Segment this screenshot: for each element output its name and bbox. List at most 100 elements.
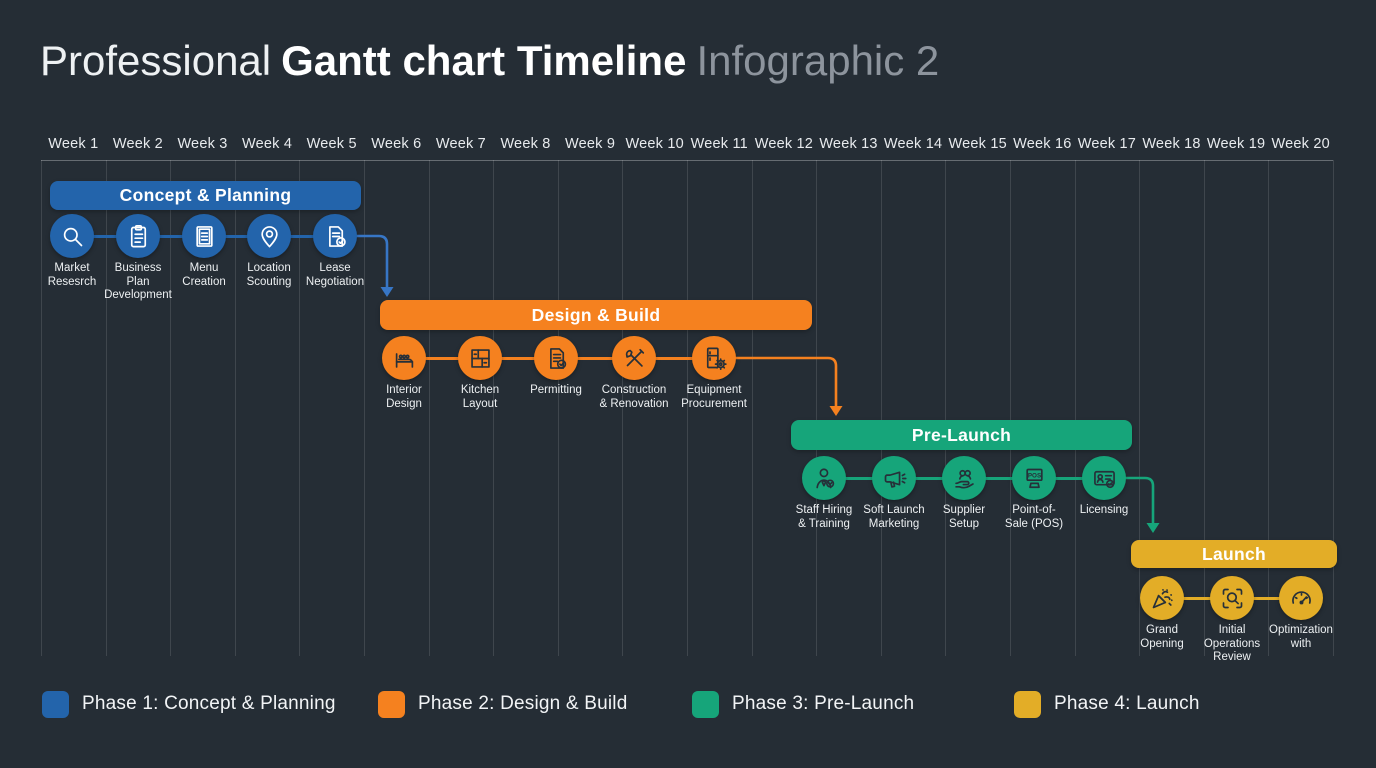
grid-line <box>170 160 172 656</box>
task-label: Supplier Setup <box>914 504 1014 531</box>
task-label: Licensing <box>1054 504 1154 518</box>
contract-icon <box>322 223 349 250</box>
grid-line <box>945 160 947 656</box>
task-label-line: Setup <box>948 517 980 530</box>
legend-label: Phase 3: Pre-Launch <box>732 693 915 714</box>
fridge-gear-icon <box>701 345 728 372</box>
week-label: Week 18 <box>1142 136 1201 152</box>
legend-swatch <box>1014 690 1041 718</box>
task-label-line: Supplier <box>942 504 986 516</box>
page-title: Professional Gantt chart Timeline Infograp… <box>40 36 939 86</box>
phase-bar-launch: Launch <box>1131 540 1337 568</box>
task-label-line: Design <box>386 397 422 410</box>
task-label: Construction & Renovation <box>584 384 684 411</box>
task-label-line: Soft Launch <box>863 504 925 516</box>
legend-item: Phase 1: Concept & Planning <box>42 690 336 718</box>
map-pin-icon <box>256 223 283 250</box>
task-label: Market Resesrch <box>22 262 122 289</box>
week-label: Week 9 <box>565 136 616 152</box>
menu-card-icon <box>191 223 218 250</box>
party-popper-icon <box>1149 585 1176 612</box>
task-circle <box>50 214 94 258</box>
task-circle <box>1140 576 1184 620</box>
task-label-line: Optimization <box>1269 624 1333 636</box>
grid-line <box>364 160 365 656</box>
task-label-line: Business <box>114 262 162 274</box>
grid-line <box>1268 160 1270 656</box>
week-label: Week 14 <box>883 136 943 152</box>
task-label-line: Interior <box>386 384 422 396</box>
phase-title: Launch <box>1201 543 1267 564</box>
grid-line <box>105 160 107 656</box>
task-label-line: Negotiation <box>305 275 365 288</box>
week-label: Week 6 <box>371 136 422 152</box>
task-circle <box>1210 576 1254 620</box>
week-label: Week 8 <box>500 136 551 152</box>
grid-line <box>428 160 430 656</box>
task-label: Lease Negotiation <box>285 262 385 289</box>
task-label-line: Creation <box>182 275 226 288</box>
task-circle <box>942 456 986 500</box>
search-icon <box>59 223 86 250</box>
legend-label: Phase 4: Launch <box>1054 693 1200 714</box>
task-label: Permitting <box>506 384 606 398</box>
grid-line <box>816 160 818 656</box>
week-label: Week 15 <box>948 136 1007 152</box>
legend-label: Phase 2: Design & Build <box>418 693 628 714</box>
timeline-axis-line <box>41 160 1333 161</box>
week-label: Week 2 <box>112 136 163 152</box>
pos-terminal-icon: POS <box>1021 465 1048 492</box>
week-label: Week 3 <box>177 136 228 152</box>
task-label: Interior Design <box>354 384 454 411</box>
phase-title: Design & Build <box>531 304 661 325</box>
week-label: Week 13 <box>819 136 878 152</box>
task-circle <box>534 336 578 380</box>
task-label-line: Market <box>54 262 90 274</box>
grid-line <box>299 160 301 656</box>
task-label: Initial Operations Review <box>1182 624 1282 665</box>
permit-doc-icon <box>543 345 570 372</box>
phase-bar-pre-launch: Pre-Launch <box>791 420 1132 450</box>
grid-line <box>557 160 559 656</box>
task-label-line: Opening <box>1140 637 1184 650</box>
task-label: Business Plan Development <box>88 262 188 303</box>
task-circle <box>612 336 656 380</box>
person-badge-icon <box>811 465 838 492</box>
legend-item: Phase 4: Launch <box>1014 690 1200 718</box>
task-label-line: Sale (POS) <box>1004 517 1064 530</box>
task-label-line: Resesrch <box>47 275 97 288</box>
task-circle <box>1082 456 1126 500</box>
week-label: Week 19 <box>1206 136 1266 152</box>
week-label: Week 10 <box>625 136 684 152</box>
task-label-line: Marketing <box>868 517 920 530</box>
kitchen-layout-icon <box>467 345 494 372</box>
legend-swatch <box>42 690 69 718</box>
title-main: Gantt chart Timeline <box>281 37 687 84</box>
task-label-line: Lease <box>319 262 351 274</box>
week-label: Week 1 <box>48 136 99 152</box>
supplier-hand-icon <box>951 465 978 492</box>
license-card-icon <box>1091 465 1118 492</box>
megaphone-icon <box>881 465 908 492</box>
task-label-line: Operations <box>1203 637 1261 650</box>
task-label-line: Kitchen <box>460 384 500 396</box>
grid-line <box>1010 160 1011 656</box>
task-circle <box>458 336 502 380</box>
task-label: Menu Creation <box>154 262 254 289</box>
review-scope-icon <box>1219 585 1246 612</box>
task-label: Optimization with <box>1251 624 1351 651</box>
week-label: Week 11 <box>690 136 748 152</box>
task-label-line: Equipment <box>686 384 742 396</box>
week-label: Week 7 <box>435 136 486 152</box>
legend-label: Phase 1: Concept & Planning <box>82 693 336 714</box>
task-label-line: Initial <box>1218 624 1246 636</box>
task-label-line: Procurement <box>681 397 747 410</box>
grid-line <box>622 160 624 656</box>
task-label: Soft Launch Marketing <box>844 504 944 531</box>
week-label: Week 5 <box>306 136 357 152</box>
grid-line <box>234 160 236 656</box>
task-label: Location Scouting <box>219 262 319 289</box>
title-suffix: Infographic 2 <box>696 37 940 84</box>
task-circle <box>692 336 736 380</box>
